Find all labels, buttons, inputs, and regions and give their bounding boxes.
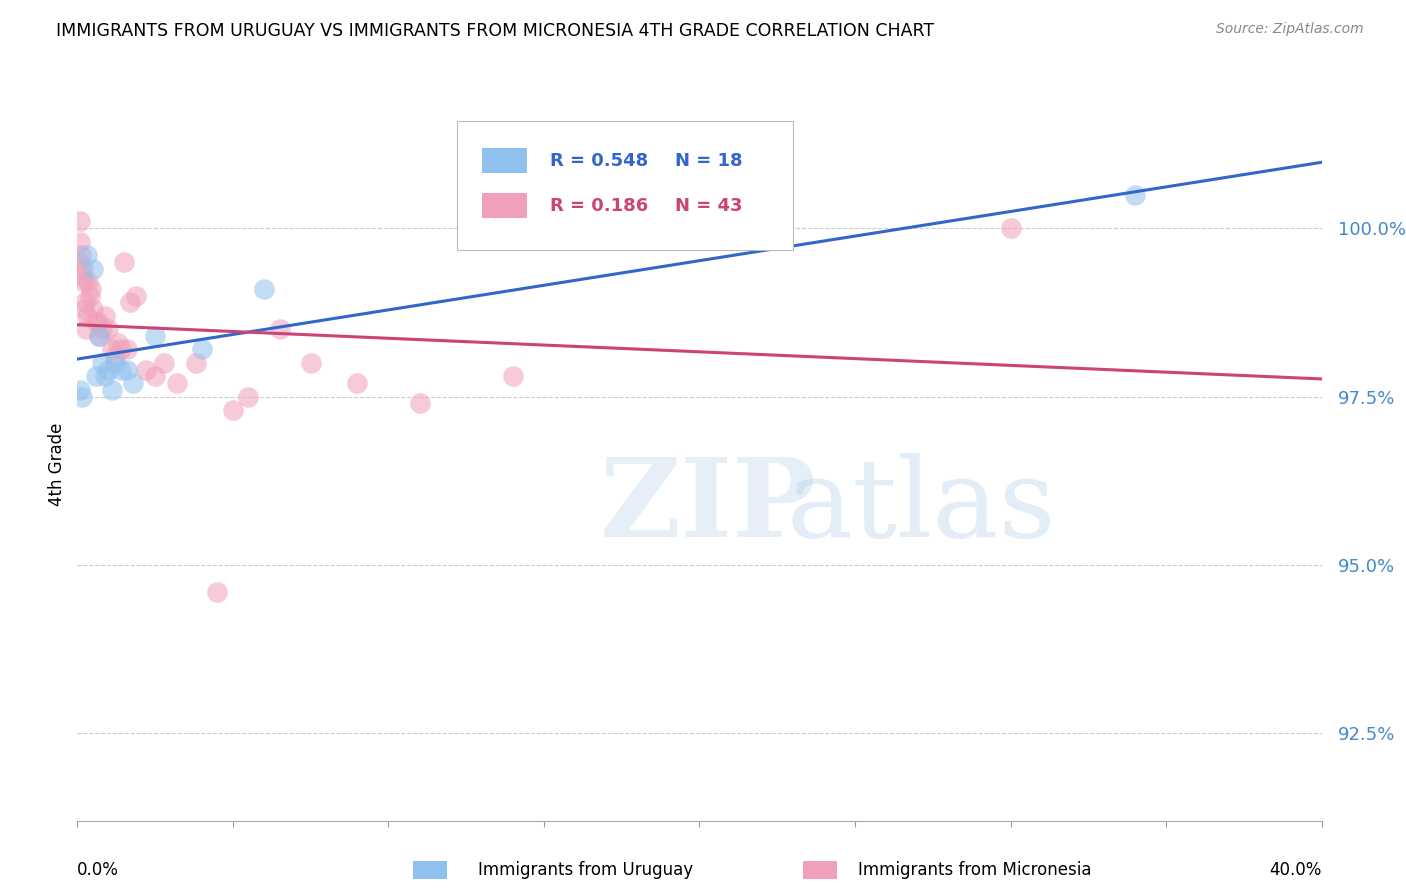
Point bbox=[112, 255, 135, 269]
Point bbox=[166, 376, 188, 390]
Point bbox=[238, 390, 260, 404]
Point bbox=[79, 288, 101, 302]
Point bbox=[73, 301, 96, 316]
Point bbox=[104, 349, 127, 363]
Point bbox=[1123, 187, 1146, 202]
Point bbox=[70, 268, 93, 283]
Text: 40.0%: 40.0% bbox=[1270, 861, 1322, 879]
Text: IMMIGRANTS FROM URUGUAY VS IMMIGRANTS FROM MICRONESIA 4TH GRADE CORRELATION CHAR: IMMIGRANTS FROM URUGUAY VS IMMIGRANTS FR… bbox=[56, 22, 935, 40]
Point bbox=[110, 343, 132, 357]
Point bbox=[72, 261, 94, 276]
Point bbox=[69, 235, 91, 249]
Point bbox=[72, 275, 94, 289]
Point bbox=[120, 295, 142, 310]
Point bbox=[75, 295, 97, 310]
Text: atlas: atlas bbox=[786, 453, 1056, 560]
Point bbox=[69, 383, 91, 397]
Point bbox=[115, 362, 138, 376]
Point bbox=[70, 390, 93, 404]
Point bbox=[502, 369, 524, 384]
Point bbox=[408, 396, 430, 410]
Point bbox=[222, 403, 245, 417]
Text: N = 43: N = 43 bbox=[675, 196, 742, 214]
Point bbox=[76, 248, 98, 262]
Point bbox=[91, 356, 114, 370]
Point bbox=[97, 362, 120, 376]
Point bbox=[70, 248, 93, 262]
Point bbox=[346, 376, 368, 390]
Point bbox=[82, 301, 104, 316]
Point bbox=[80, 282, 103, 296]
FancyBboxPatch shape bbox=[457, 121, 793, 250]
Point bbox=[77, 275, 100, 289]
FancyBboxPatch shape bbox=[482, 193, 526, 219]
Point bbox=[122, 376, 145, 390]
Point bbox=[87, 329, 110, 343]
Text: Source: ZipAtlas.com: Source: ZipAtlas.com bbox=[1216, 22, 1364, 37]
Point bbox=[82, 261, 104, 276]
Point bbox=[100, 383, 122, 397]
Point bbox=[67, 255, 90, 269]
Point bbox=[100, 343, 122, 357]
Point bbox=[84, 369, 107, 384]
Text: Immigrants from Micronesia: Immigrants from Micronesia bbox=[858, 861, 1091, 879]
Text: N = 18: N = 18 bbox=[675, 152, 742, 169]
Point bbox=[269, 322, 291, 336]
Point bbox=[94, 369, 117, 384]
FancyBboxPatch shape bbox=[482, 148, 526, 173]
Point bbox=[191, 343, 214, 357]
Point bbox=[253, 282, 276, 296]
Point bbox=[135, 362, 157, 376]
Point bbox=[153, 356, 176, 370]
Y-axis label: 4th Grade: 4th Grade bbox=[48, 422, 66, 506]
Point bbox=[69, 214, 91, 228]
Point bbox=[84, 316, 107, 330]
Point bbox=[110, 362, 132, 376]
Text: ZIP: ZIP bbox=[600, 453, 817, 560]
Point bbox=[87, 329, 110, 343]
Point bbox=[107, 335, 129, 350]
Point bbox=[143, 329, 166, 343]
Point bbox=[94, 309, 117, 323]
Point bbox=[184, 356, 207, 370]
Point bbox=[207, 584, 229, 599]
Point bbox=[86, 316, 108, 330]
Text: R = 0.548: R = 0.548 bbox=[550, 152, 648, 169]
Point bbox=[299, 356, 322, 370]
Point bbox=[76, 309, 98, 323]
Point bbox=[125, 288, 148, 302]
Point bbox=[91, 322, 114, 336]
Point bbox=[143, 369, 166, 384]
Point bbox=[115, 343, 138, 357]
Point bbox=[1000, 221, 1022, 235]
Text: R = 0.186: R = 0.186 bbox=[550, 196, 648, 214]
Text: 0.0%: 0.0% bbox=[77, 861, 120, 879]
Point bbox=[75, 322, 97, 336]
Point bbox=[97, 322, 120, 336]
Point bbox=[104, 356, 127, 370]
Text: Immigrants from Uruguay: Immigrants from Uruguay bbox=[478, 861, 693, 879]
